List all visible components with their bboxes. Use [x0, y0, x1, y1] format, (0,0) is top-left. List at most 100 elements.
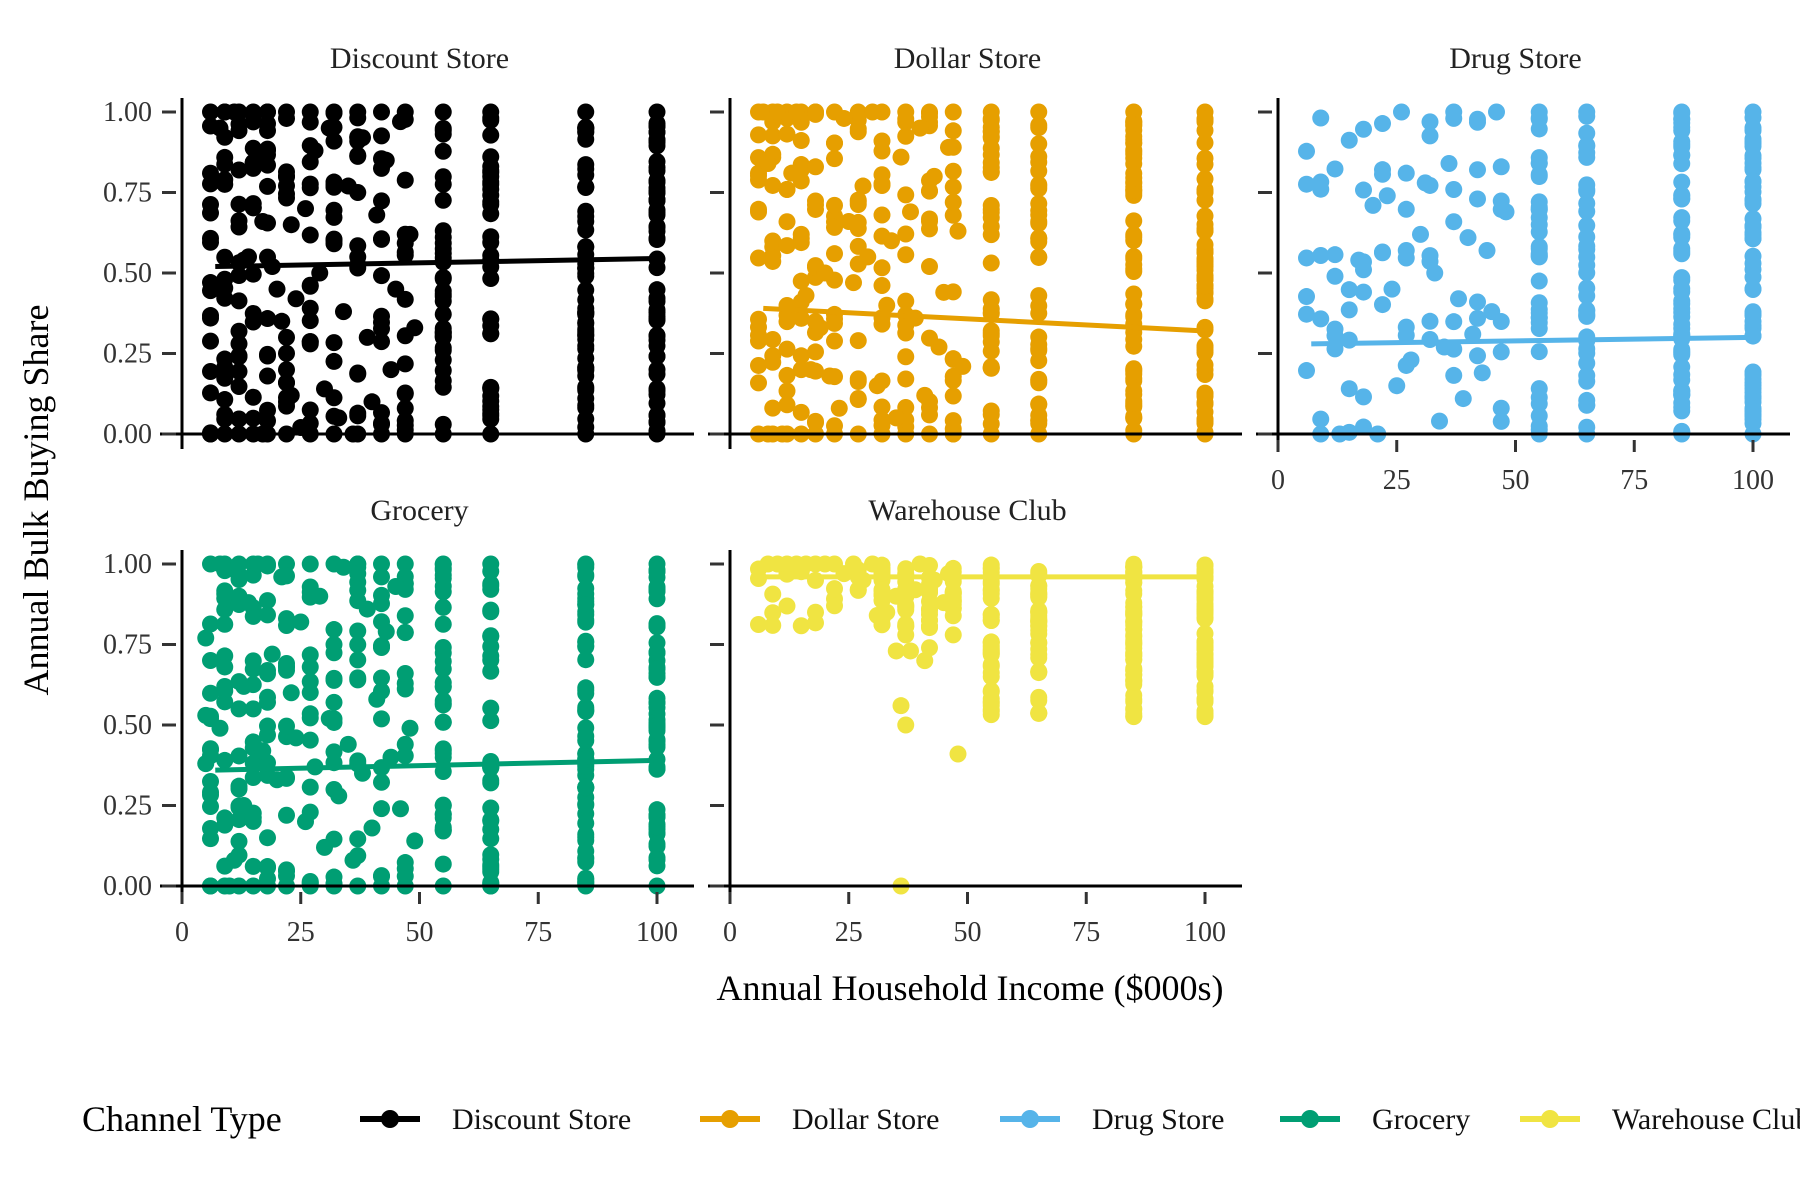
data-point: [482, 662, 500, 680]
data-point: [1421, 113, 1439, 131]
data-point: [396, 867, 414, 885]
legend-key-dot: [381, 1110, 399, 1128]
data-point: [802, 361, 820, 379]
data-point: [396, 680, 414, 698]
data-point: [845, 555, 862, 573]
data-point: [1744, 415, 1762, 433]
data-point: [1578, 194, 1596, 212]
data-point: [434, 742, 452, 760]
legend-entry-drug-store: Drug Store: [1000, 1103, 1224, 1136]
data-point: [1125, 232, 1143, 250]
data-point: [577, 238, 595, 256]
data-point: [216, 615, 234, 633]
data-point: [916, 386, 934, 404]
data-point: [897, 716, 915, 734]
data-point: [577, 178, 595, 196]
data-point: [268, 771, 286, 789]
data-point: [1478, 241, 1496, 259]
data-point: [1030, 565, 1048, 583]
data-point: [764, 585, 782, 603]
data-point: [216, 751, 234, 769]
data-point: [940, 565, 957, 583]
data-point: [982, 291, 1000, 309]
data-point: [1355, 388, 1372, 406]
data-point: [1673, 304, 1691, 322]
data-point: [577, 559, 595, 577]
data-point: [1431, 412, 1448, 430]
data-point: [244, 199, 262, 217]
data-point: [434, 652, 452, 670]
data-point: [434, 234, 452, 252]
data-point: [1030, 614, 1048, 632]
y-axis-title: Annual Bulk Buying Share: [16, 305, 56, 696]
data-point: [259, 726, 276, 744]
data-point: [783, 164, 801, 182]
data-point: [434, 142, 452, 160]
data-point: [792, 403, 810, 421]
data-point: [216, 589, 234, 607]
data-point: [434, 692, 452, 710]
data-point: [1125, 260, 1143, 278]
data-point: [1196, 556, 1214, 574]
panel-drug-store-plot-area: [1298, 103, 1762, 443]
x-tick-label: 75: [1072, 917, 1100, 948]
data-point: [648, 735, 666, 753]
data-point: [1196, 207, 1214, 225]
legend-entry-grocery: Grocery: [1280, 1103, 1470, 1136]
data-point: [197, 755, 215, 773]
data-point: [764, 176, 782, 194]
data-point: [764, 232, 782, 250]
panel-grid: Discount Store 0.00 0.25 0.50 0.75 1.00 Dollar…: [103, 42, 1790, 948]
data-point: [1412, 225, 1429, 243]
data-point: [1196, 663, 1214, 681]
data-point: [1125, 666, 1143, 684]
x-tick-label: 25: [1383, 465, 1411, 496]
data-point: [1030, 103, 1048, 121]
trend-line: [215, 757, 658, 773]
data-point: [807, 343, 824, 361]
data-point: [349, 830, 367, 848]
data-point: [1374, 165, 1391, 183]
data-point: [1196, 155, 1214, 173]
data-point: [1530, 109, 1548, 127]
data-point: [982, 664, 1000, 682]
data-point: [273, 312, 291, 330]
data-point: [282, 684, 300, 702]
data-point: [434, 285, 452, 303]
data-point: [1030, 577, 1048, 595]
data-point: [373, 586, 390, 604]
data-point: [759, 155, 777, 173]
data-point: [1030, 195, 1048, 213]
data-point: [648, 162, 666, 180]
data-point: [982, 254, 1000, 272]
y-tick-label: 0.25: [103, 791, 152, 822]
data-point: [202, 684, 219, 702]
data-point: [944, 206, 962, 224]
data-point: [482, 830, 500, 848]
data-point: [1125, 693, 1143, 711]
data-point: [1196, 338, 1214, 356]
data-point: [354, 129, 371, 147]
data-point: [278, 616, 295, 634]
data-point: [778, 597, 796, 615]
data-point: [254, 212, 272, 230]
data-point: [396, 555, 414, 573]
data-point: [1578, 279, 1596, 297]
panel-discount-store: Discount Store 0.00 0.25 0.50 0.75 1.00: [103, 42, 694, 450]
data-point: [1744, 195, 1762, 213]
data-point: [648, 722, 666, 740]
legend-key-dot: [1541, 1110, 1559, 1128]
data-point: [1388, 377, 1406, 395]
data-point: [873, 581, 891, 599]
data-point: [482, 310, 500, 328]
data-point: [382, 361, 400, 379]
data-point: [301, 312, 319, 330]
data-point: [1374, 243, 1391, 261]
data-point: [1383, 280, 1401, 298]
data-point: [982, 209, 1000, 227]
data-point: [202, 384, 219, 402]
data-point: [434, 566, 452, 584]
data-point: [268, 280, 286, 298]
data-point: [883, 232, 900, 250]
data-point: [396, 421, 414, 439]
